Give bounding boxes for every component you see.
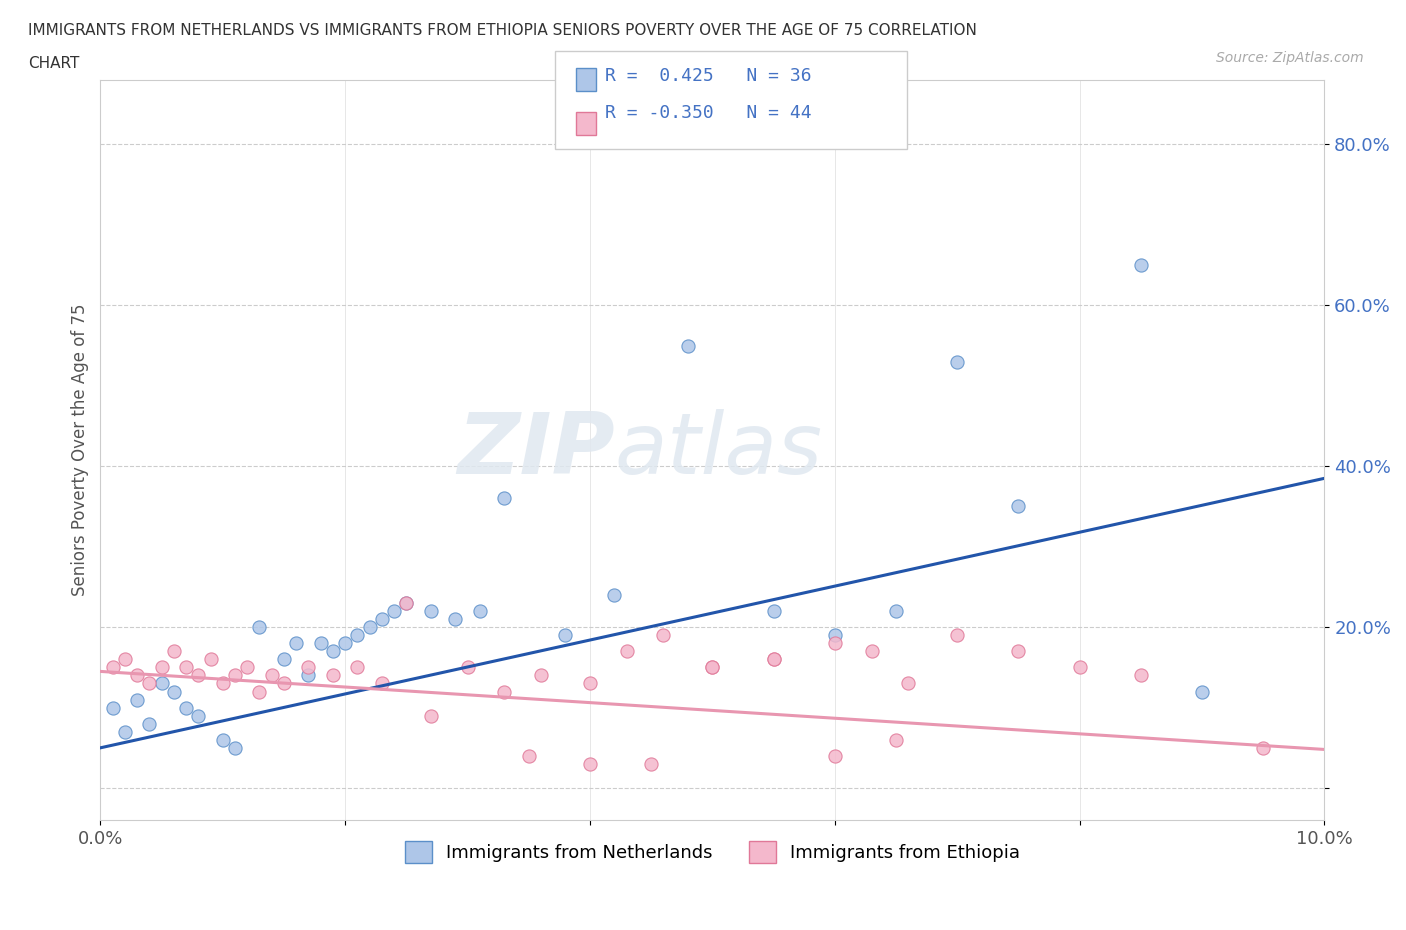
Point: [1129, 668, 1152, 683]
Point: [249, 684, 271, 699]
Text: Source: ZipAtlas.com: Source: ZipAtlas.com: [1216, 51, 1364, 65]
Point: [297, 668, 319, 683]
Point: [1129, 258, 1152, 272]
Point: [224, 668, 246, 683]
Text: ZIP: ZIP: [457, 408, 614, 492]
Point: [616, 644, 638, 658]
Point: [101, 700, 124, 715]
Point: [824, 628, 846, 643]
Point: [762, 652, 785, 667]
Point: [444, 612, 467, 627]
Point: [114, 652, 136, 667]
Point: [419, 604, 441, 618]
Point: [640, 756, 662, 771]
Point: [285, 636, 308, 651]
Point: [1069, 660, 1091, 675]
Point: [309, 636, 332, 651]
Point: [530, 668, 553, 683]
Point: [101, 660, 124, 675]
Point: [884, 604, 907, 618]
Point: [125, 692, 148, 707]
Point: [824, 636, 846, 651]
Point: [494, 491, 516, 506]
Text: R =  0.425   N = 36: R = 0.425 N = 36: [605, 67, 811, 85]
Point: [114, 724, 136, 739]
Point: [860, 644, 883, 658]
Point: [603, 588, 626, 603]
Text: IMMIGRANTS FROM NETHERLANDS VS IMMIGRANTS FROM ETHIOPIA SENIORS POVERTY OVER THE: IMMIGRANTS FROM NETHERLANDS VS IMMIGRANT…: [28, 23, 977, 38]
Point: [824, 749, 846, 764]
Point: [762, 652, 785, 667]
Legend: Immigrants from Netherlands, Immigrants from Ethiopia: Immigrants from Netherlands, Immigrants …: [398, 834, 1028, 870]
Point: [163, 644, 186, 658]
Text: R = -0.350   N = 44: R = -0.350 N = 44: [605, 104, 811, 122]
Point: [702, 660, 724, 675]
Point: [395, 595, 418, 610]
Point: [884, 732, 907, 747]
Point: [125, 668, 148, 683]
Point: [382, 604, 405, 618]
Point: [346, 660, 368, 675]
Point: [946, 628, 969, 643]
Point: [457, 660, 479, 675]
Point: [260, 668, 283, 683]
Point: [333, 636, 356, 651]
Point: [211, 676, 233, 691]
Text: atlas: atlas: [614, 408, 823, 492]
Point: [702, 660, 724, 675]
Point: [322, 668, 344, 683]
Point: [150, 676, 173, 691]
Point: [494, 684, 516, 699]
Point: [211, 732, 233, 747]
Point: [1007, 644, 1029, 658]
Point: [163, 684, 186, 699]
Point: [579, 676, 602, 691]
Text: CHART: CHART: [28, 56, 80, 71]
Point: [273, 676, 295, 691]
Point: [200, 652, 222, 667]
Point: [359, 619, 381, 634]
Point: [1191, 684, 1213, 699]
Point: [187, 668, 209, 683]
Point: [395, 595, 418, 610]
Point: [946, 354, 969, 369]
Y-axis label: Seniors Poverty Over the Age of 75: Seniors Poverty Over the Age of 75: [72, 304, 89, 596]
Point: [249, 619, 271, 634]
Point: [579, 756, 602, 771]
Point: [371, 676, 394, 691]
Point: [273, 652, 295, 667]
Point: [138, 716, 160, 731]
Point: [236, 660, 259, 675]
Point: [371, 612, 394, 627]
Point: [174, 660, 197, 675]
Point: [150, 660, 173, 675]
Point: [224, 740, 246, 755]
Point: [897, 676, 920, 691]
Point: [174, 700, 197, 715]
Point: [652, 628, 675, 643]
Point: [322, 644, 344, 658]
Point: [517, 749, 540, 764]
Point: [676, 339, 699, 353]
Point: [554, 628, 576, 643]
Point: [187, 709, 209, 724]
Point: [468, 604, 491, 618]
Point: [297, 660, 319, 675]
Point: [419, 709, 441, 724]
Point: [346, 628, 368, 643]
Point: [1007, 499, 1029, 514]
Point: [1251, 740, 1274, 755]
Point: [762, 604, 785, 618]
Point: [138, 676, 160, 691]
